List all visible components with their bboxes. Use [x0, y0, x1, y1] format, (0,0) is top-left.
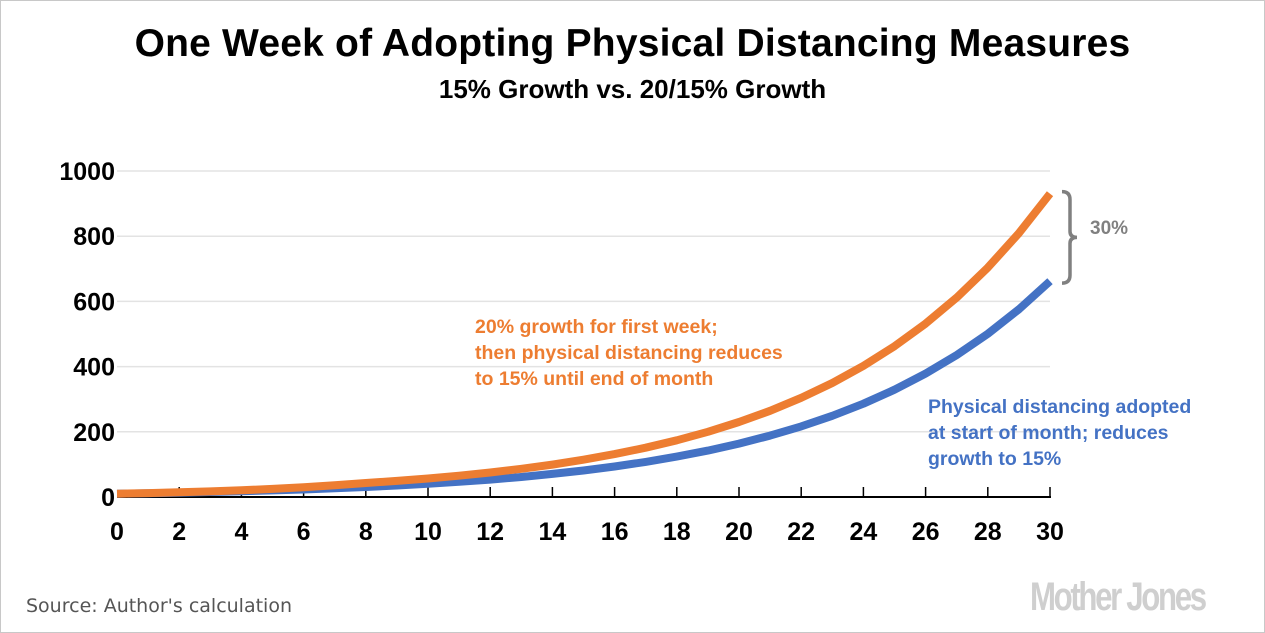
annotation-line: at start of month; reduces	[928, 422, 1169, 444]
series-line-20-15-growth	[116, 191, 1054, 498]
y-tick-label: 200	[73, 419, 115, 447]
annotation-line: then physical distancing reduces	[475, 342, 783, 364]
x-tick-label: 16	[601, 518, 629, 546]
source-note: Source: Author's calculation	[26, 595, 292, 617]
x-tick-label: 24	[849, 518, 877, 546]
x-tick-label: 22	[787, 518, 815, 546]
brace-bracket	[1061, 189, 1078, 285]
x-tick-label: 6	[297, 518, 311, 546]
annotation-line: Physical distancing adopted	[928, 396, 1192, 418]
brand-logo: Mother Jones	[1030, 575, 1207, 619]
x-axis: 0 2 4 6 8 10 12 14 16 18 20 22 24 26 28 30	[110, 487, 1064, 546]
x-tick-label: 20	[725, 518, 753, 546]
x-tick-label: 28	[974, 518, 1002, 546]
y-tick-label: 800	[73, 223, 115, 251]
x-tick-label: 0	[110, 518, 124, 546]
gap-percent-label: 30%	[1090, 218, 1129, 239]
y-tick-label: 1000	[59, 158, 115, 186]
y-tick-label: 0	[101, 484, 115, 512]
y-axis: 0 200 400 600 800 1000	[59, 158, 115, 512]
x-tick-label: 30	[1036, 518, 1064, 546]
x-tick-label: 10	[414, 518, 442, 546]
orange-series-annotation: 20% growth for first week; then physical…	[475, 314, 783, 392]
y-tick-label: 600	[73, 288, 115, 316]
x-tick-label: 4	[234, 518, 248, 546]
x-tick-label: 2	[172, 518, 186, 546]
series-lines	[116, 191, 1054, 498]
gridlines	[117, 170, 1050, 433]
x-tick-label: 8	[359, 518, 373, 546]
y-tick-label: 400	[73, 354, 115, 382]
chart-subtitle: 15% Growth vs. 20/15% Growth	[438, 74, 827, 104]
x-tick-label: 26	[912, 518, 940, 546]
annotation-line: to 15% until end of month	[475, 368, 714, 390]
x-tick-label: 14	[538, 518, 566, 546]
x-tick-label: 12	[476, 518, 504, 546]
blue-series-annotation: Physical distancing adopted at start of …	[928, 394, 1191, 472]
annotation-line: growth to 15%	[928, 448, 1062, 470]
chart-title: One Week of Adopting Physical Distancing…	[134, 22, 1131, 65]
annotation-line: 20% growth for first week;	[475, 316, 718, 338]
x-tick-label: 18	[663, 518, 691, 546]
